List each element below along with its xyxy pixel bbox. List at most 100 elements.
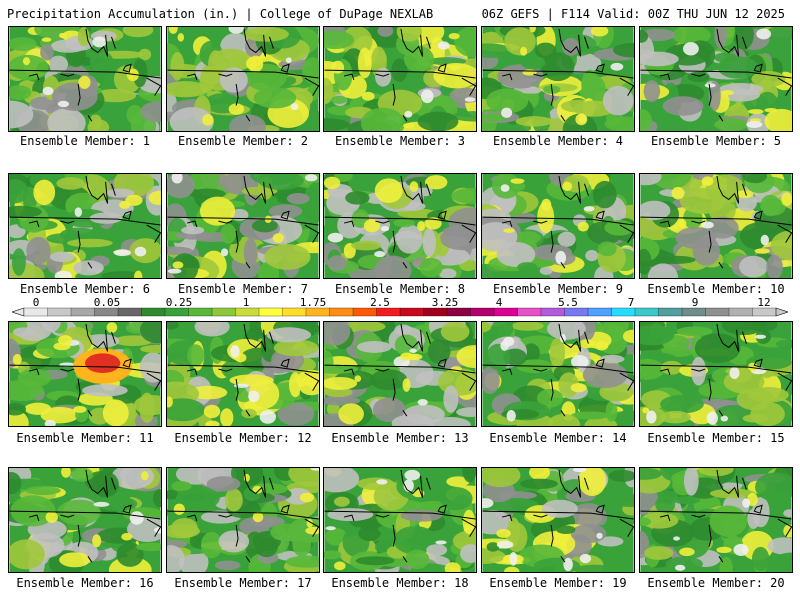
ensemble-member-label: Ensemble Member: 3	[334, 134, 466, 148]
colorbar-tick-label: 0.25	[166, 296, 193, 309]
precip-map	[166, 467, 320, 573]
colorbar-tick-label: 12	[757, 296, 770, 309]
colorbar-swatch	[352, 307, 377, 317]
colorbar-swatch	[681, 307, 706, 317]
ensemble-panel	[8, 467, 162, 573]
ensemble-member-label: Ensemble Member: 19	[489, 576, 627, 590]
ensemble-member-label: Ensemble Member: 18	[331, 576, 469, 590]
colorbar-tick-label: 9	[692, 296, 699, 309]
precip-map	[639, 26, 793, 132]
ensemble-member-label: Ensemble Member: 6	[19, 282, 151, 296]
colorbar-swatch	[376, 307, 401, 317]
ensemble-panel	[323, 26, 477, 132]
colorbar-swatch	[305, 307, 330, 317]
colorbar-swatch	[493, 307, 518, 317]
ensemble-member-label: Ensemble Member: 11	[16, 431, 154, 445]
colorbar-tick-label: 1.75	[300, 296, 327, 309]
ensemble-panel	[639, 173, 793, 279]
colorbar-swatch	[658, 307, 683, 317]
precip-map	[166, 173, 320, 279]
precip-map	[639, 173, 793, 279]
ensemble-panel	[323, 467, 477, 573]
colorbar-swatch	[70, 307, 95, 317]
ensemble-member-label: Ensemble Member: 4	[492, 134, 624, 148]
colorbar-tick-label: 5.5	[558, 296, 578, 309]
ensemble-panel	[8, 173, 162, 279]
ensemble-member-label: Ensemble Member: 16	[16, 576, 154, 590]
ensemble-panel	[481, 321, 635, 427]
ensemble-panel	[639, 321, 793, 427]
ensemble-panel	[8, 26, 162, 132]
colorbar-swatch	[399, 307, 424, 317]
colorbar-tick-label: 3.25	[432, 296, 459, 309]
colorbar-tick-label: 1	[243, 296, 250, 309]
precip-map	[323, 321, 477, 427]
precip-map	[481, 467, 635, 573]
colorbar-swatch	[423, 307, 448, 317]
precip-map	[481, 321, 635, 427]
ensemble-member-label: Ensemble Member: 9	[492, 282, 624, 296]
colorbar-swatch	[540, 307, 565, 317]
colorbar-swatch	[634, 307, 659, 317]
precip-map	[323, 26, 477, 132]
precip-map	[8, 467, 162, 573]
ensemble-member-label: Ensemble Member: 1	[19, 134, 151, 148]
precip-map	[481, 26, 635, 132]
precip-map	[8, 26, 162, 132]
ensemble-panel	[481, 26, 635, 132]
precip-map	[639, 321, 793, 427]
ensemble-member-label: Ensemble Member: 17	[174, 576, 312, 590]
precip-map	[166, 26, 320, 132]
ensemble-panel	[166, 173, 320, 279]
colorbar-swatch	[611, 307, 636, 317]
precip-map	[639, 467, 793, 573]
precip-map	[323, 467, 477, 573]
colorbar-tick-label: 4	[496, 296, 503, 309]
ensemble-member-label: Ensemble Member: 10	[647, 282, 785, 296]
ensemble-member-label: Ensemble Member: 8	[334, 282, 466, 296]
ensemble-panel	[481, 467, 635, 573]
colorbar-swatch	[564, 307, 589, 317]
colorbar-tick-label: 2.5	[370, 296, 390, 309]
ensemble-member-label: Ensemble Member: 5	[650, 134, 782, 148]
ensemble-member-label: Ensemble Member: 2	[177, 134, 309, 148]
precip-map	[481, 173, 635, 279]
colorbar-swatch	[517, 307, 542, 317]
ensemble-panel	[323, 321, 477, 427]
colorbar-swatch	[141, 307, 166, 317]
ensemble-panel	[639, 467, 793, 573]
colorbar-swatch	[329, 307, 354, 317]
colorbar-swatch	[164, 307, 189, 317]
chart-title: Precipitation Accumulation (in.) | Colle…	[7, 7, 434, 21]
colorbar-swatch	[728, 307, 753, 317]
model-run-info: 06Z GEFS | F114 Valid: 00Z THU JUN 12 20…	[481, 7, 785, 21]
ensemble-panel	[166, 26, 320, 132]
precip-map	[8, 173, 162, 279]
colorbar-tick-label: 0	[33, 296, 40, 309]
ensemble-panel	[639, 26, 793, 132]
colorbar-swatch	[446, 307, 471, 317]
colorbar-swatch	[752, 307, 777, 317]
ensemble-member-label: Ensemble Member: 20	[647, 576, 785, 590]
colorbar: 0 0.05 0.25 1 1.75 2.5 3.25 4 5.5 7 9 12	[12, 296, 788, 317]
colorbar-swatch	[211, 307, 236, 317]
ensemble-member-label: Ensemble Member: 12	[174, 431, 312, 445]
colorbar-swatch	[23, 307, 48, 317]
ensemble-panel	[481, 173, 635, 279]
precip-map	[323, 173, 477, 279]
colorbar-swatch	[47, 307, 72, 317]
ensemble-member-label: Ensemble Member: 15	[647, 431, 785, 445]
precip-map	[166, 321, 320, 427]
ensemble-panel	[166, 467, 320, 573]
precip-map	[8, 321, 162, 427]
colorbar-tick-label: 0.05	[94, 296, 121, 309]
colorbar-swatch	[235, 307, 260, 317]
colorbar-swatch	[94, 307, 119, 317]
colorbar-swatch	[117, 307, 142, 317]
ensemble-member-label: Ensemble Member: 13	[331, 431, 469, 445]
colorbar-swatch	[258, 307, 283, 317]
colorbar-swatch	[470, 307, 495, 317]
ensemble-member-label: Ensemble Member: 7	[177, 282, 309, 296]
ensemble-panel	[166, 321, 320, 427]
